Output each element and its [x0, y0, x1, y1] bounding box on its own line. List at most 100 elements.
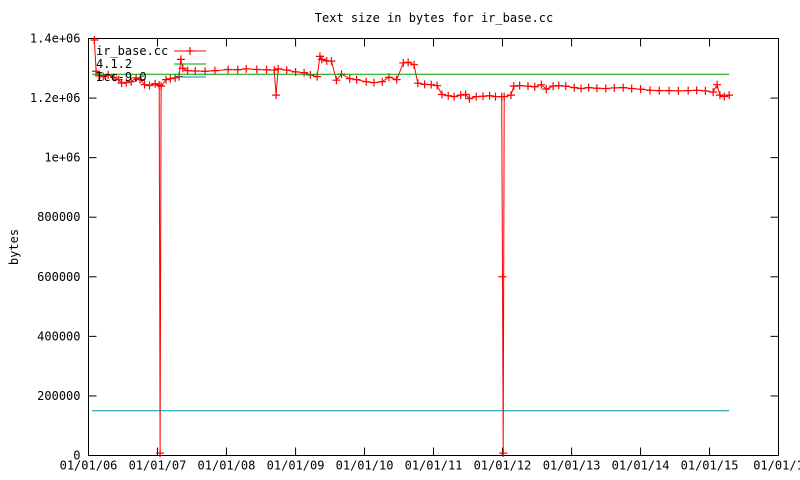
- legend-label-0: ir_base.cc: [96, 44, 168, 58]
- data-point: [136, 75, 145, 84]
- data-point: [369, 78, 378, 87]
- data-point: [506, 91, 515, 100]
- data-point: [570, 83, 579, 92]
- data-point: [166, 74, 175, 83]
- data-point: [709, 88, 718, 97]
- data-point: [674, 86, 683, 95]
- data-point: [530, 82, 539, 91]
- y-axis-label: bytes: [7, 229, 21, 265]
- data-point: [306, 70, 315, 79]
- data-point: [327, 57, 336, 66]
- data-point: [720, 92, 729, 101]
- data-point: [242, 64, 251, 73]
- data-point: [713, 80, 722, 89]
- data-point: [472, 92, 481, 101]
- x-tick-label: 01/01/15: [681, 459, 739, 473]
- data-point: [404, 58, 413, 67]
- data-point: [413, 79, 422, 88]
- data-point: [352, 75, 361, 84]
- data-point: [140, 80, 149, 89]
- data-point: [151, 79, 160, 88]
- data-point: [90, 35, 99, 44]
- series-line-0: [93, 39, 730, 454]
- data-point: [171, 73, 180, 82]
- data-point: [161, 75, 170, 84]
- data-point: [345, 74, 354, 83]
- data-point: [145, 81, 154, 90]
- data-point: [523, 82, 532, 91]
- x-tick-label: 01/01/07: [129, 459, 187, 473]
- x-tick-label: 01/01/12: [474, 459, 532, 473]
- data-point: [461, 90, 470, 99]
- data-point: [542, 85, 551, 94]
- data-point: [646, 86, 655, 95]
- axis-ticks: 0 200000 400000 600000 800000 1e+06 1.2e+06 1.4…: [30, 32, 800, 473]
- data-point: [224, 65, 233, 74]
- data-point: [450, 92, 459, 101]
- x-tick-label: 01/01/10: [336, 459, 394, 473]
- x-tick-label: 01/01/13: [543, 459, 601, 473]
- data-point: [183, 66, 192, 75]
- data-point: [537, 80, 546, 89]
- data-point: [665, 86, 674, 95]
- data-point: [655, 86, 664, 95]
- x-tick-label: 01/01/09: [267, 459, 325, 473]
- data-point: [500, 92, 509, 101]
- data-point: [362, 77, 371, 86]
- y-tick-label: 600000: [37, 270, 80, 284]
- data-point: [176, 55, 185, 64]
- data-point: [378, 77, 387, 86]
- plot-frame: [88, 38, 779, 456]
- data-point: [155, 80, 164, 89]
- data-point: [465, 94, 474, 103]
- data-point: [577, 84, 586, 93]
- data-point: [317, 55, 326, 64]
- data-point: [156, 449, 165, 458]
- legend-label-2: Icc-9.0: [96, 70, 147, 84]
- data-point: [561, 82, 570, 91]
- data-point: [94, 71, 103, 80]
- data-point: [554, 81, 563, 90]
- x-tick-label: 01/01/08: [198, 459, 256, 473]
- data-point: [684, 86, 693, 95]
- legend-marker-0: [186, 47, 194, 55]
- data-point: [592, 84, 601, 93]
- data-point: [601, 84, 610, 93]
- chart-title: Text size in bytes for ir_base.cc: [315, 11, 553, 25]
- data-point: [132, 73, 141, 82]
- data-point: [692, 86, 701, 95]
- series-group: [90, 35, 734, 458]
- data-point: [485, 91, 494, 100]
- data-point: [715, 91, 724, 100]
- data-point: [584, 83, 593, 92]
- x-tick-label: 01/01/14: [612, 459, 670, 473]
- data-point: [210, 66, 219, 75]
- data-point: [157, 82, 166, 91]
- data-point: [433, 81, 442, 90]
- y-tick-label: 400000: [37, 329, 80, 343]
- data-point: [438, 90, 447, 99]
- data-point: [332, 76, 341, 85]
- data-point: [392, 75, 401, 84]
- data-point: [515, 81, 524, 90]
- data-point: [498, 272, 507, 281]
- data-point: [610, 83, 619, 92]
- y-tick-label: 0: [73, 449, 80, 463]
- y-tick-label: 1.4e+06: [30, 32, 81, 46]
- data-point: [636, 85, 645, 94]
- data-point: [122, 78, 131, 87]
- y-tick-label: 1.2e+06: [30, 91, 81, 105]
- data-point: [191, 66, 200, 75]
- data-point: [499, 449, 508, 458]
- data-point: [701, 86, 710, 95]
- data-point: [427, 80, 436, 89]
- data-point: [627, 84, 636, 93]
- data-point: [725, 91, 734, 100]
- data-point: [104, 70, 113, 79]
- x-tick-label: 01/01/11: [405, 459, 463, 473]
- legend-label-1: 4.1.2: [96, 57, 132, 71]
- data-point: [300, 68, 309, 77]
- data-point: [282, 66, 291, 75]
